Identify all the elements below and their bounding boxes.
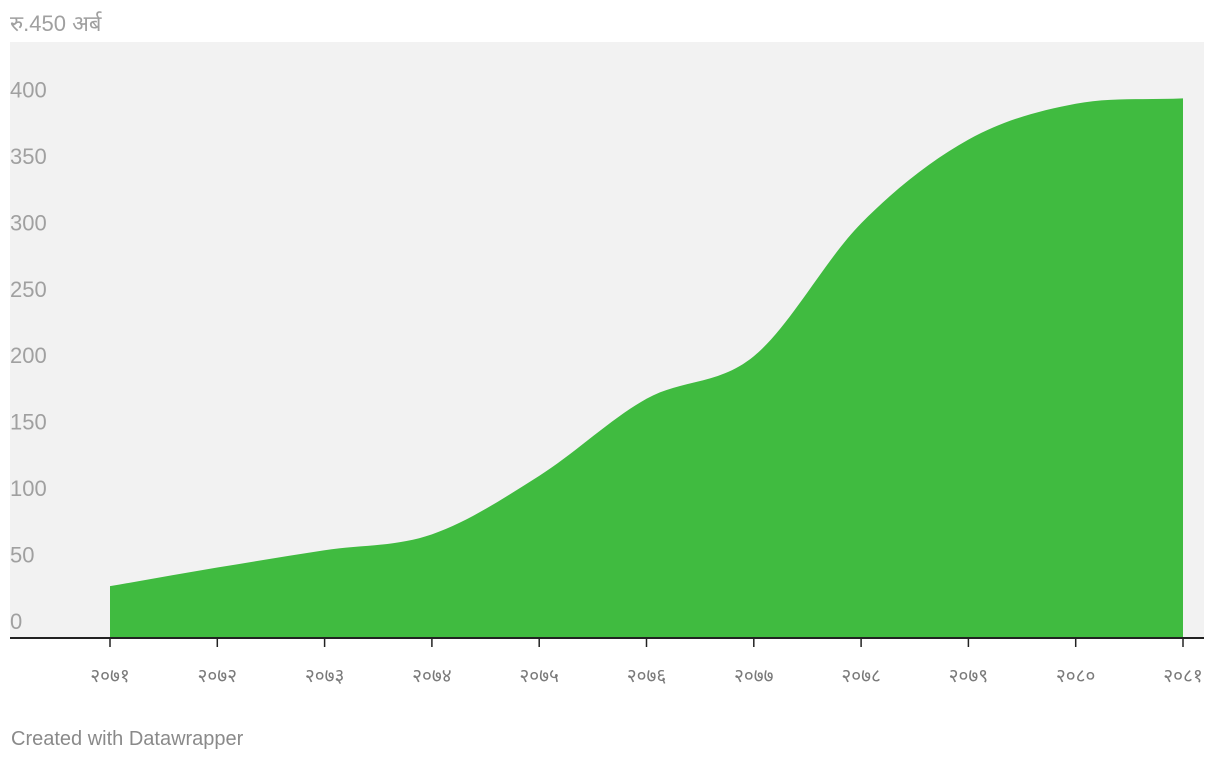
y-tick-label: 400 bbox=[10, 77, 47, 102]
y-unit-label: रु.450 अर्ब bbox=[10, 11, 102, 36]
area-layer bbox=[110, 98, 1183, 639]
x-tick-label: २०७५ bbox=[519, 665, 559, 687]
x-tick-label: २०७२ bbox=[198, 665, 238, 687]
x-tick-label: २०७७ bbox=[734, 665, 774, 687]
x-tick-label: २०७४ bbox=[412, 665, 452, 687]
y-tick-label: 350 bbox=[10, 144, 47, 169]
x-axis-ticks: २०७१ २०७२ २०७३ २०७४ २०७५ २०७६ २०७७ २०७८ २०७९ २०८०… bbox=[90, 638, 1203, 687]
x-tick-label: २०७६ bbox=[627, 665, 667, 687]
area-series bbox=[110, 98, 1183, 639]
x-tick-label: २०७१ bbox=[90, 665, 130, 687]
x-tick-label: २०७८ bbox=[841, 665, 881, 687]
x-tick-label: २०८० bbox=[1056, 665, 1096, 687]
y-tick-label: 50 bbox=[10, 543, 34, 568]
x-tick-label: २०७३ bbox=[305, 665, 345, 687]
y-tick-label: 100 bbox=[10, 476, 47, 501]
y-tick-label: 200 bbox=[10, 343, 47, 368]
footer-credit: Created with Datawrapper bbox=[11, 728, 244, 750]
y-tick-label: 0 bbox=[10, 609, 22, 634]
y-tick-label: 300 bbox=[10, 210, 47, 235]
y-axis-ticks: 0 50 100 150 200 250 300 350 400 bbox=[10, 77, 47, 634]
y-tick-label: 150 bbox=[10, 410, 47, 435]
x-tick-label: २०८१ bbox=[1163, 665, 1203, 687]
y-tick-label: 250 bbox=[10, 277, 47, 302]
x-tick-label: २०७९ bbox=[949, 665, 989, 687]
